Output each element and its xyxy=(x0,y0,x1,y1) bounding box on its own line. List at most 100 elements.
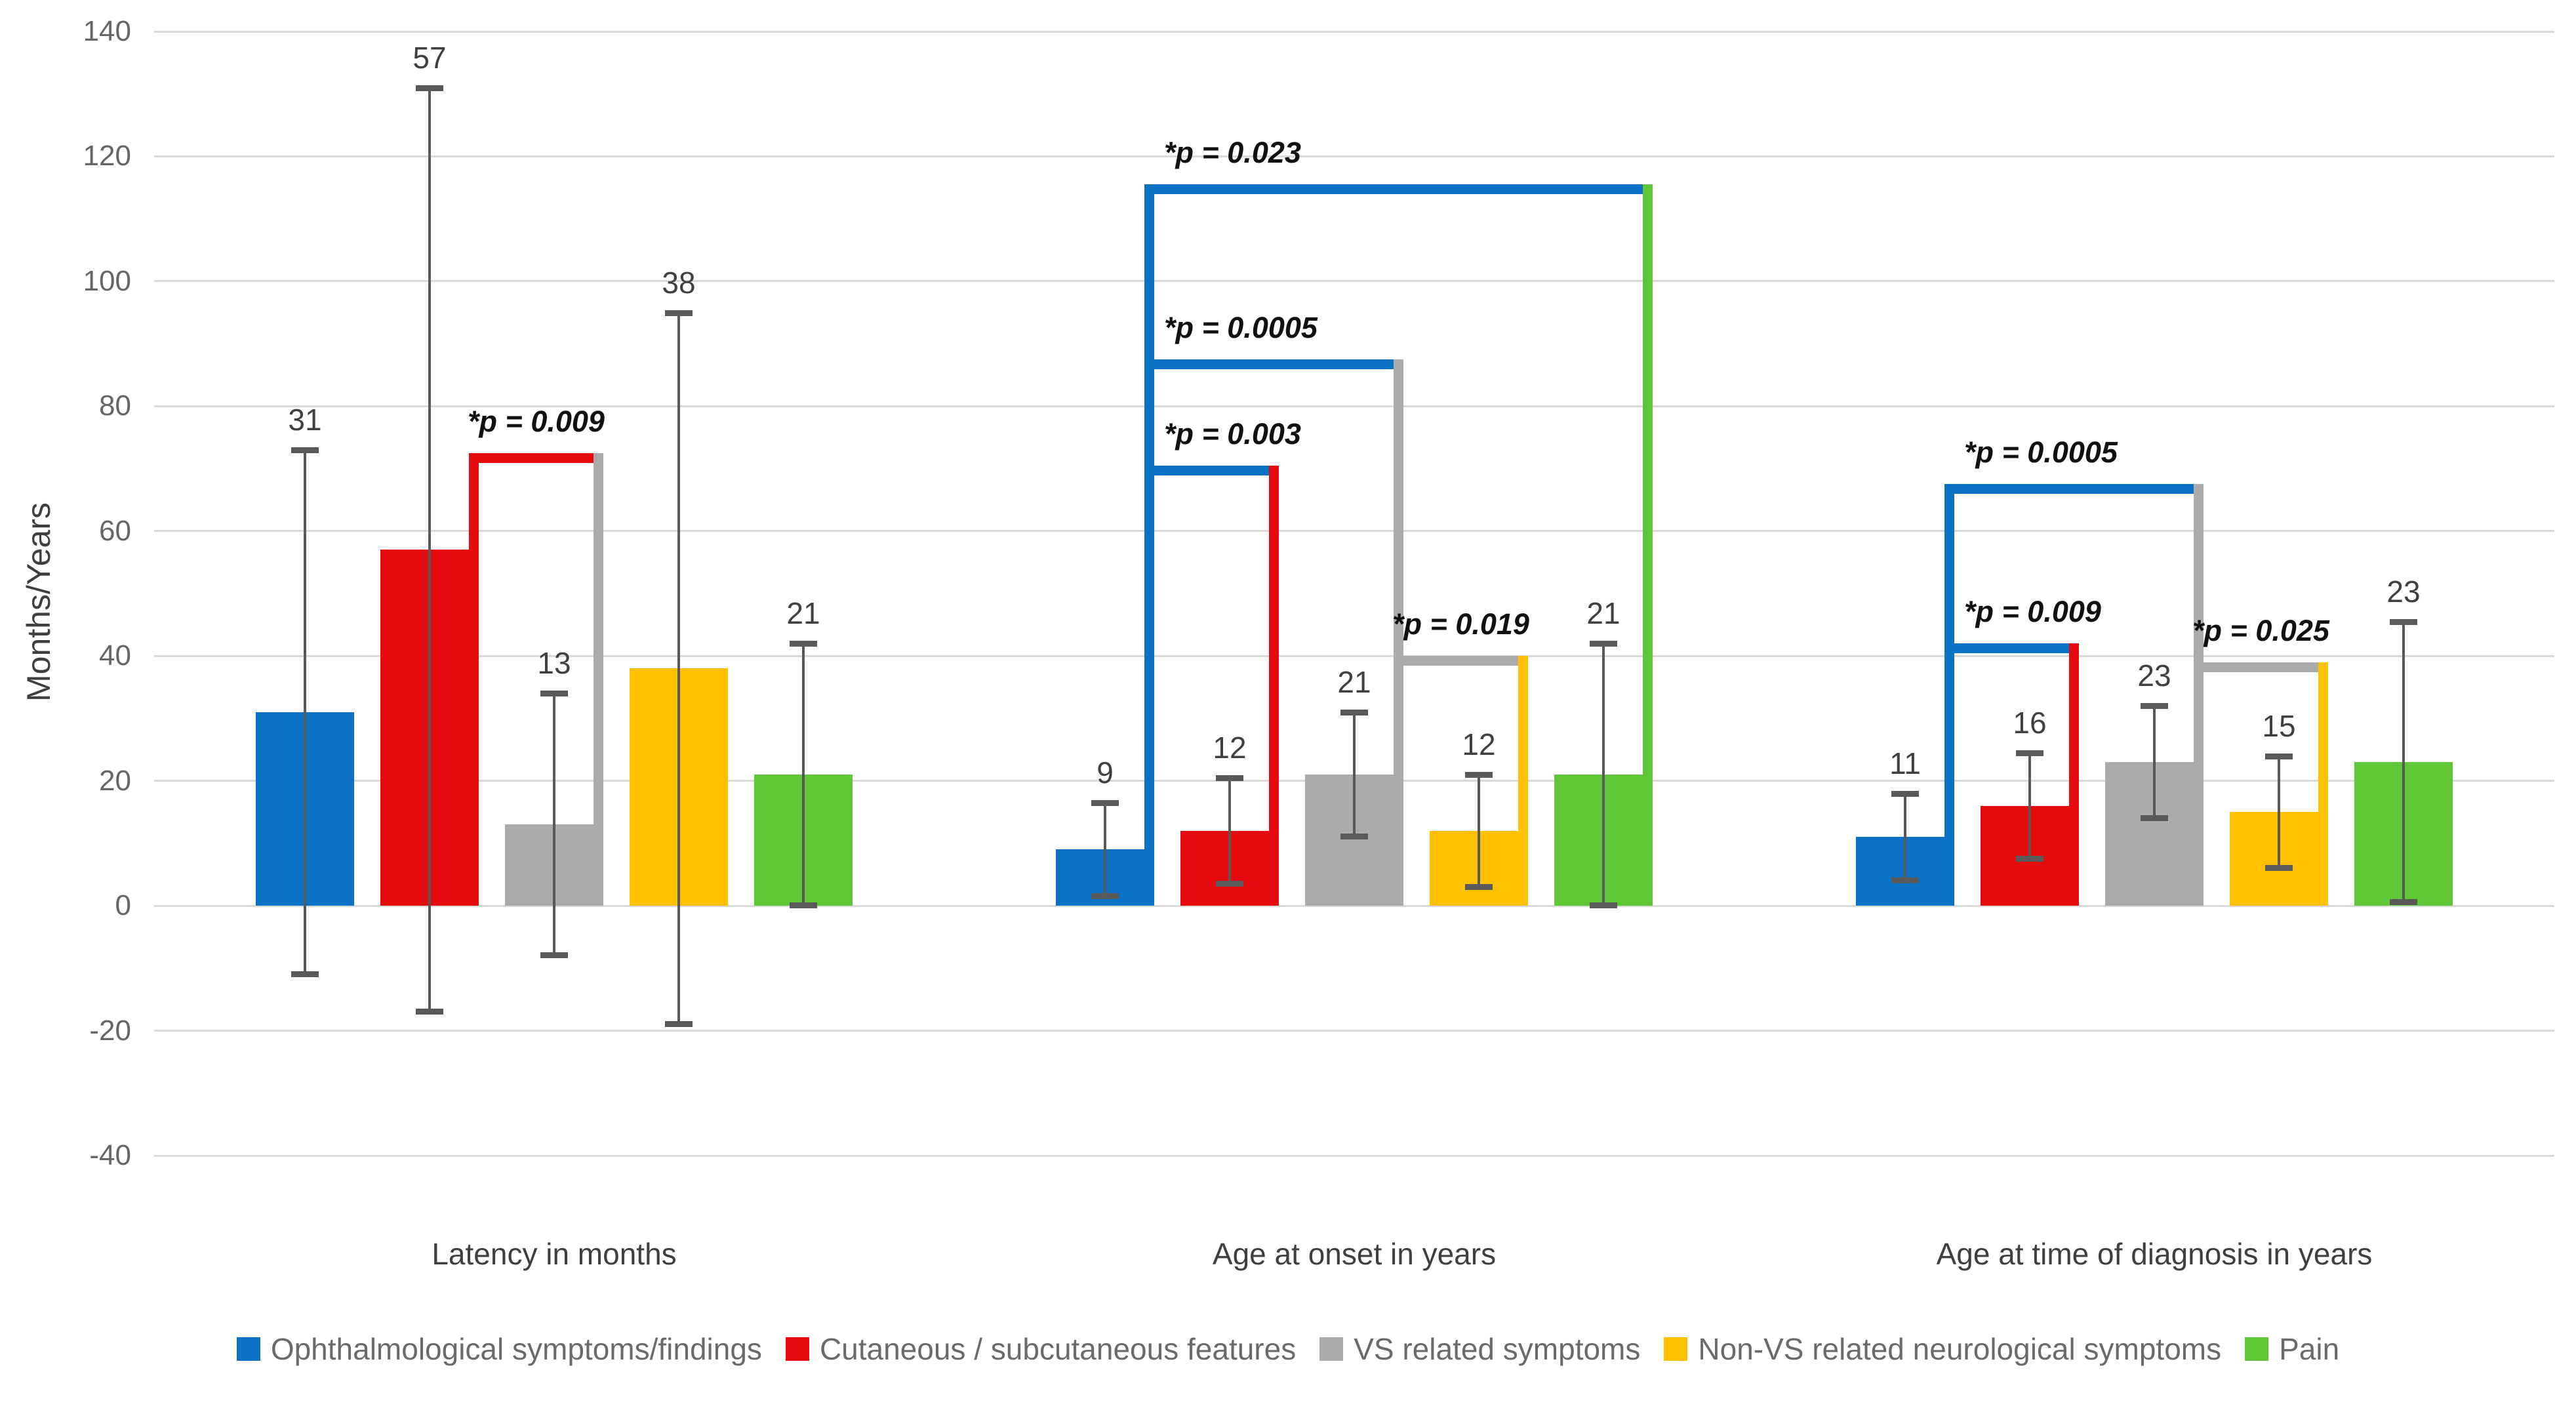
p-value-label: *p = 0.009 xyxy=(1964,595,2101,629)
y-tick-label: 40 xyxy=(99,639,131,672)
error-bar-cap-bottom xyxy=(1340,834,1368,840)
value-label: 13 xyxy=(537,646,571,681)
gridline xyxy=(154,655,2554,657)
value-label: 15 xyxy=(2262,708,2296,743)
sig-bracket-left-vertical xyxy=(1144,184,1154,850)
error-bar-cap-top xyxy=(1590,641,1617,647)
value-label: 12 xyxy=(1213,730,1247,765)
error-bar-cap-top xyxy=(1091,799,1119,806)
y-tick-label: 80 xyxy=(99,390,131,422)
gridline xyxy=(154,30,2554,33)
error-bar xyxy=(553,693,555,956)
sig-bracket-right-vertical xyxy=(1643,184,1653,775)
y-tick-label: 60 xyxy=(99,514,131,547)
error-bar-cap-bottom xyxy=(1216,880,1243,887)
error-bar xyxy=(2153,706,2156,818)
error-bar-cap-bottom xyxy=(2265,864,2293,871)
value-label: 23 xyxy=(2386,574,2421,609)
p-value-label: *p = 0.009 xyxy=(468,404,605,438)
error-bar xyxy=(1104,802,1106,896)
error-bar-cap-top xyxy=(291,447,319,453)
error-bar-cap-top xyxy=(2265,753,2293,759)
error-bar xyxy=(428,87,431,1012)
error-bar xyxy=(2278,755,2280,868)
legend-swatch xyxy=(236,1337,260,1361)
error-bar xyxy=(1228,777,1231,884)
error-bar-cap-top xyxy=(1465,772,1493,778)
y-tick-label: 20 xyxy=(99,764,131,797)
legend-label: Non-VS related neurological symptoms xyxy=(1698,1332,2222,1366)
sig-bracket-left-vertical xyxy=(1394,656,1403,775)
error-bar-cap-top xyxy=(1216,775,1243,781)
error-bar-cap-bottom xyxy=(665,1021,693,1028)
error-bar-cap-top xyxy=(2016,750,2043,756)
value-label: 21 xyxy=(1337,664,1371,699)
value-label: 16 xyxy=(2013,705,2047,740)
error-bar-cap-bottom xyxy=(1091,893,1119,899)
p-value-label: *p = 0.025 xyxy=(2192,613,2329,647)
value-label: 23 xyxy=(2137,658,2171,693)
legend-item: Pain xyxy=(2245,1331,2339,1367)
error-bar-cap-top xyxy=(540,691,568,697)
error-bar-cap-bottom xyxy=(790,902,817,909)
sig-bracket-horizontal xyxy=(1144,184,1653,195)
gridline xyxy=(154,904,2554,907)
value-label: 11 xyxy=(1889,746,1921,780)
error-bar-cap-bottom xyxy=(1465,883,1493,890)
sig-bracket-left-vertical xyxy=(2194,662,2204,763)
error-bar xyxy=(1602,643,1605,906)
sig-bracket-right-vertical xyxy=(594,453,603,825)
legend-swatch xyxy=(1664,1337,1688,1361)
legend-swatch xyxy=(1319,1337,1344,1361)
category-label: Age at onset in years xyxy=(1212,1237,1497,1271)
legend-item: Cutaneous / subcutaneous features xyxy=(785,1331,1297,1367)
value-label: 21 xyxy=(1586,596,1620,631)
legend-swatch xyxy=(2245,1337,2269,1361)
value-label: 31 xyxy=(288,402,322,437)
plot-area: 31 57 13 38 21 9 12 21 12 21 11 16 23 15 23 *p = 0.009 *… xyxy=(154,30,2554,1157)
y-tick-label: 0 xyxy=(115,889,131,922)
error-bar xyxy=(2028,752,2031,859)
legend-item: VS related symptoms xyxy=(1319,1331,1640,1367)
y-tick-label: 140 xyxy=(83,15,131,47)
error-bar-cap-top xyxy=(665,310,693,316)
error-bar-cap-bottom xyxy=(2141,815,2168,821)
gridline xyxy=(154,530,2554,533)
sig-bracket-horizontal xyxy=(1144,359,1403,369)
error-bar xyxy=(1478,775,1480,887)
legend-label: Ophthalmological symptoms/findings xyxy=(270,1332,762,1366)
y-tick-label: 100 xyxy=(83,264,131,297)
legend-label: Cutaneous / subcutaneous features xyxy=(819,1332,1297,1366)
y-tick-label: -20 xyxy=(89,1014,131,1047)
category-label: Age at time of diagnosis in years xyxy=(1936,1237,2373,1271)
y-tick-label: -40 xyxy=(89,1139,131,1171)
gridline xyxy=(154,280,2554,283)
error-bar xyxy=(1353,712,1356,837)
error-bar-cap-bottom xyxy=(291,971,319,977)
error-bar-cap-top xyxy=(1891,790,1919,797)
sig-bracket-right-vertical xyxy=(1518,656,1528,831)
error-bar-cap-top xyxy=(2390,618,2417,625)
error-bar xyxy=(304,449,306,975)
error-bar-cap-top xyxy=(416,85,443,91)
value-label: 38 xyxy=(662,265,696,300)
error-bar-cap-bottom xyxy=(1590,902,1617,909)
legend-swatch xyxy=(785,1337,809,1361)
sig-bracket-left-vertical xyxy=(1944,484,1954,837)
sig-bracket-horizontal xyxy=(1394,656,1528,666)
gridline xyxy=(154,155,2554,157)
sig-bracket-right-vertical xyxy=(2069,643,2079,806)
value-label: 57 xyxy=(413,40,447,75)
error-bar xyxy=(1904,793,1906,881)
legend-label: Pain xyxy=(2279,1332,2340,1366)
gridline xyxy=(154,405,2554,407)
gridline xyxy=(154,1030,2554,1032)
value-label: 12 xyxy=(1462,727,1496,762)
value-label: 9 xyxy=(1097,755,1114,790)
p-value-label: *p = 0.0005 xyxy=(1964,435,2118,470)
p-value-label: *p = 0.023 xyxy=(1164,136,1301,170)
y-tick-label: 120 xyxy=(83,140,131,172)
legend-item: Ophthalmological symptoms/findings xyxy=(236,1331,762,1367)
error-bar-cap-bottom xyxy=(1891,877,1919,884)
